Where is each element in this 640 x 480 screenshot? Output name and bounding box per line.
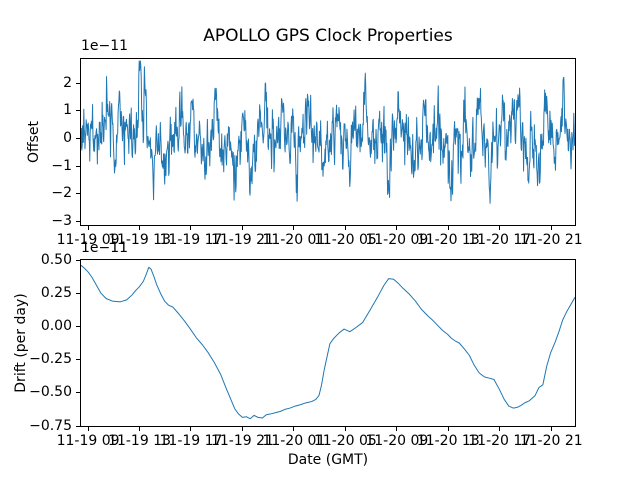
y-tick-label: 0.00 xyxy=(40,317,72,334)
x-tick-mark xyxy=(499,427,501,431)
y-tick-label: −3 xyxy=(51,212,72,229)
y-tick-mark xyxy=(76,425,80,427)
x-tick-label: 11-20 01 xyxy=(262,232,326,248)
x-tick-label: 11-20 05 xyxy=(313,433,377,449)
x-tick-mark xyxy=(447,427,449,431)
x-tick-mark xyxy=(190,427,192,431)
x-tick-mark xyxy=(447,226,449,230)
x-tick-mark xyxy=(550,427,552,431)
x-tick-label: 11-19 09 xyxy=(56,232,120,248)
y-tick-mark xyxy=(76,359,80,361)
x-tick-mark xyxy=(344,226,346,230)
x-tick-mark xyxy=(499,226,501,230)
x-tick-mark xyxy=(241,226,243,230)
y-tick-label: 1 xyxy=(63,102,72,119)
y-tick-label: 0.25 xyxy=(40,284,72,301)
x-tick-mark xyxy=(396,226,398,230)
x-tick-mark xyxy=(241,427,243,431)
y-tick-mark xyxy=(76,259,80,261)
x-tick-label: 11-20 17 xyxy=(468,232,532,248)
x-tick-label: 11-20 13 xyxy=(416,232,480,248)
x-tick-mark xyxy=(293,427,295,431)
y-tick-label: −0.75 xyxy=(29,417,72,434)
y-tick-mark xyxy=(76,137,80,139)
x-tick-label: 11-20 21 xyxy=(519,433,583,449)
x-tick-label: 11-20 21 xyxy=(519,232,583,248)
top-axes-offset-plot xyxy=(80,58,576,226)
x-tick-mark xyxy=(396,427,398,431)
y-tick-mark xyxy=(76,193,80,195)
x-tick-mark xyxy=(344,427,346,431)
x-tick-label: 11-20 17 xyxy=(468,433,532,449)
y-tick-label: −0.25 xyxy=(29,351,72,368)
x-tick-label: 11-19 17 xyxy=(159,433,223,449)
figure-title: APOLLO GPS Clock Properties xyxy=(203,26,453,46)
x-tick-mark xyxy=(293,226,295,230)
y-tick-label: 0 xyxy=(63,129,72,146)
x-tick-mark xyxy=(87,427,89,431)
x-tick-label: 11-20 13 xyxy=(416,433,480,449)
x-tick-mark xyxy=(550,226,552,230)
bottom-y-offset-scale-text: 1e−11 xyxy=(81,240,129,256)
x-tick-label: 11-20 09 xyxy=(365,433,429,449)
x-tick-mark xyxy=(87,226,89,230)
x-tick-mark xyxy=(190,226,192,230)
x-tick-label: 11-19 21 xyxy=(210,433,274,449)
x-tick-label: 11-20 09 xyxy=(365,232,429,248)
y-tick-label: −2 xyxy=(51,185,72,202)
x-tick-label: 11-19 21 xyxy=(210,232,274,248)
y-tick-mark xyxy=(76,82,80,84)
bottom-axes-drift-plot xyxy=(80,259,576,427)
offset-series-line xyxy=(81,60,575,204)
x-tick-label: 11-19 13 xyxy=(108,433,172,449)
y-tick-label: 0.50 xyxy=(40,251,72,268)
y-tick-mark xyxy=(76,165,80,167)
y-tick-mark xyxy=(76,325,80,327)
x-tick-mark xyxy=(139,427,141,431)
drift-series-line xyxy=(81,264,575,420)
y-tick-mark xyxy=(76,292,80,294)
y-tick-label: −1 xyxy=(51,157,72,174)
x-tick-label: 11-19 13 xyxy=(108,232,172,248)
y-tick-label: 2 xyxy=(63,74,72,91)
y-tick-label: −0.50 xyxy=(29,384,72,401)
y-tick-mark xyxy=(76,220,80,222)
x-tick-label: 11-20 05 xyxy=(313,232,377,248)
x-tick-label: 11-20 01 xyxy=(262,433,326,449)
x-axis-label: Date (GMT) xyxy=(287,452,369,468)
y-tick-mark xyxy=(76,110,80,112)
bottom-y-axis-label: Drift (per day) xyxy=(13,293,29,393)
top-y-offset-scale-text: 1e−11 xyxy=(81,38,129,54)
x-tick-label: 11-19 09 xyxy=(56,433,120,449)
x-tick-label: 11-19 17 xyxy=(159,232,223,248)
y-tick-mark xyxy=(76,392,80,394)
x-tick-mark xyxy=(139,226,141,230)
